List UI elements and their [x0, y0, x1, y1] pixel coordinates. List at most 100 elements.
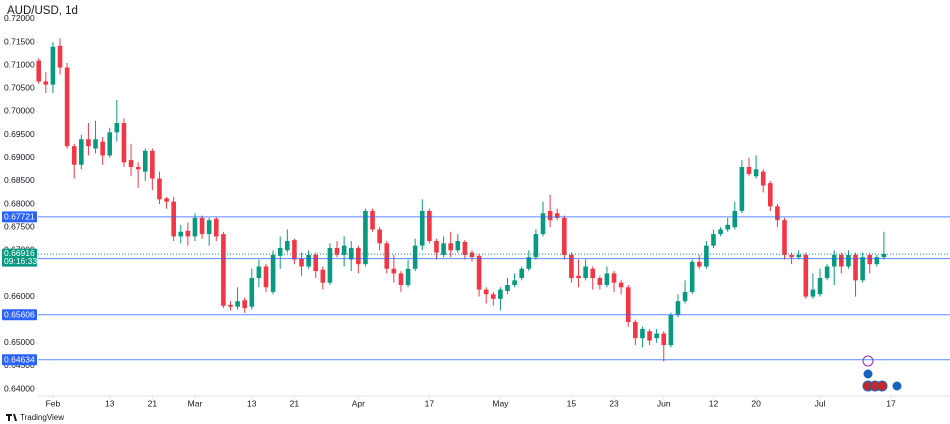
candle-body: [412, 245, 418, 269]
candle-body: [206, 220, 212, 235]
level-tag: [2, 211, 37, 223]
candle-body: [490, 294, 496, 299]
y-tick-label: 0.72000: [4, 13, 35, 23]
candle-body: [348, 247, 354, 260]
candle-body: [43, 81, 49, 85]
candle-body: [846, 254, 851, 267]
candle-body: [107, 132, 113, 156]
candle-body: [192, 217, 198, 237]
x-tick-label: 21: [148, 398, 158, 408]
brand-name: TradingView: [20, 413, 64, 422]
candle-body: [114, 123, 120, 133]
candle-body: [881, 253, 887, 258]
candle-body: [853, 254, 858, 281]
candle-body: [675, 301, 681, 316]
candle-body: [469, 252, 475, 258]
candle-body: [604, 273, 610, 285]
candle-body: [817, 278, 823, 295]
candle-body: [689, 261, 695, 292]
candle-body: [398, 273, 404, 285]
y-tick-label: 0.71000: [4, 59, 35, 69]
x-tick-label: 23: [609, 398, 619, 408]
candle-body: [476, 255, 482, 290]
candle-body: [249, 278, 255, 307]
candle-body: [292, 240, 297, 260]
candle-body: [640, 328, 645, 339]
candle-body: [633, 321, 638, 339]
candle-body: [256, 266, 262, 279]
candle-body: [285, 241, 290, 251]
candle-body: [171, 201, 176, 237]
x-tick-label: Jul: [815, 398, 826, 408]
candle-body: [50, 46, 56, 85]
event-icon: [876, 380, 888, 392]
candle-body: [831, 254, 837, 267]
x-tick-label: Jun: [657, 398, 671, 408]
candle-body: [178, 231, 184, 237]
candle-body: [597, 278, 603, 285]
candle-body: [767, 183, 773, 207]
candle-body: [654, 333, 659, 339]
candle-body: [427, 210, 432, 242]
candle-body: [128, 160, 134, 168]
candle-body: [732, 210, 738, 228]
y-tick-label: 0.67500: [4, 221, 35, 231]
candle-body: [618, 282, 624, 288]
candle-body: [760, 171, 766, 186]
candle-body: [562, 217, 567, 255]
x-tick-label: May: [492, 398, 509, 408]
candle-body: [370, 210, 375, 230]
x-tick-label: Mar: [188, 398, 203, 408]
candle-body: [554, 213, 560, 218]
level-label: 0.64634: [4, 354, 35, 364]
candle-body: [576, 275, 581, 279]
candle-body: [36, 60, 42, 82]
candle-body: [625, 287, 631, 322]
candle-body: [775, 206, 780, 221]
candle-body: [455, 241, 461, 251]
candle-body: [704, 245, 709, 267]
candle-body: [185, 230, 191, 237]
candle-body: [150, 150, 155, 179]
x-tick-label: 13: [247, 398, 257, 408]
candle-body: [263, 266, 269, 288]
candle-body: [519, 268, 525, 279]
y-tick-label: 0.65000: [4, 337, 35, 347]
candles: [36, 38, 887, 362]
candle-body: [377, 229, 382, 244]
y-tick-label: 0.71500: [4, 36, 35, 46]
candle-body: [391, 268, 397, 274]
candle-body: [441, 243, 446, 255]
x-tick-label: 17: [425, 398, 435, 408]
candle-body: [711, 234, 716, 246]
candle-body: [462, 241, 468, 255]
candle-body: [221, 234, 226, 306]
x-tick-label: 15: [567, 398, 577, 408]
candle-body: [306, 254, 311, 267]
candle-body: [512, 280, 517, 285]
candle-body: [405, 268, 411, 285]
event-icon: [862, 355, 874, 367]
candle-body: [334, 247, 340, 255]
candle-body: [419, 210, 425, 246]
candle-body: [647, 331, 652, 341]
last-price-tag: [2, 248, 37, 267]
candle-body: [356, 247, 361, 265]
candle-body: [739, 167, 745, 211]
candle-body: [746, 167, 752, 174]
candle-body: [590, 268, 596, 279]
event-icon: [891, 380, 903, 392]
level-tag: [2, 354, 37, 366]
y-tick-label: 0.64000: [4, 383, 35, 393]
countdown: 09:16:33: [4, 256, 37, 266]
candle-body: [327, 247, 333, 283]
candle-body: [121, 123, 127, 163]
candle-body: [57, 45, 63, 68]
candle-body: [668, 315, 674, 346]
x-tick-label: 21: [290, 398, 300, 408]
candle-body: [434, 241, 439, 253]
candle-body: [341, 245, 347, 255]
candle-body: [235, 301, 240, 307]
candle-body: [526, 257, 532, 269]
